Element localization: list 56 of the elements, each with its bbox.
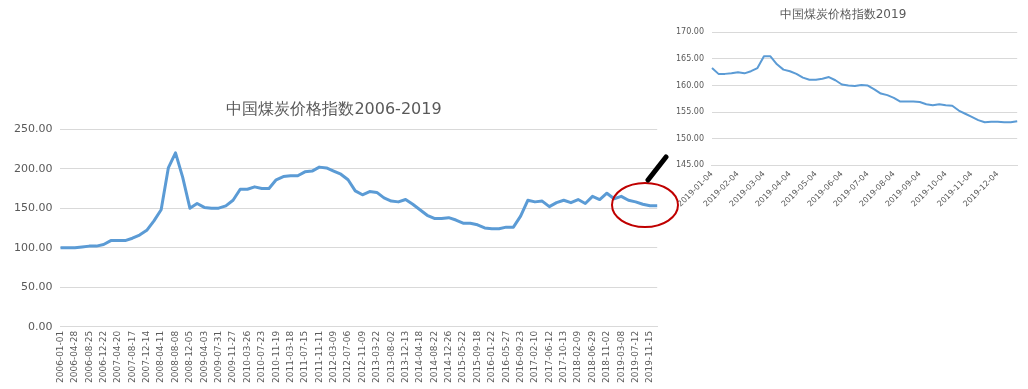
x-tick-label: 2014-12-26: [443, 330, 454, 384]
x-tick-label: 2010-07-23: [256, 330, 267, 384]
x-tick-label: 2013-12-13: [399, 330, 410, 384]
x-tick-label: 2009-04-03: [198, 330, 209, 384]
x-tick-label: 2017-02-10: [529, 330, 540, 384]
x-tick-label: 2008-04-11: [155, 330, 166, 384]
x-tick-label: 2007-04-20: [112, 330, 123, 384]
x-tick-label: 2017-10-13: [558, 330, 569, 384]
x-tick-label: 2011-11-11: [313, 330, 324, 384]
x-tick-label: 2019-07-12: [629, 330, 640, 384]
x-tick-label: 2019-03-08: [615, 330, 626, 384]
x-tick-label: 2011-07-15: [299, 330, 310, 384]
x-tick-label: 2006-12-22: [97, 330, 108, 384]
x-tick-label: 2013-03-22: [371, 330, 382, 384]
x-tick-label: 2009-07-31: [213, 330, 223, 384]
x-tick-label: 2007-12-14: [141, 330, 152, 384]
x-tick-label: 2013-08-02: [385, 330, 396, 384]
x-tick-label: 2014-08-22: [428, 330, 439, 384]
y-tick-label: 160.00: [675, 80, 704, 90]
y-tick-label: 250.00: [13, 122, 53, 136]
x-tick-label: 2006-04-28: [69, 330, 80, 384]
y-tick-label: 155.00: [675, 107, 704, 117]
x-tick-label: 2015-09-18: [471, 330, 482, 384]
y-tick-label: 145.00: [675, 160, 704, 170]
x-tick-label: 2010-11-19: [270, 330, 281, 384]
x-tick-label: 2018-11-02: [601, 330, 612, 384]
y-tick-label: 50.00: [20, 280, 53, 294]
x-tick-label: 2008-12-05: [184, 330, 195, 384]
y-tick-label: 0.00: [27, 319, 53, 333]
x-tick-label: 2019-11-15: [644, 330, 655, 384]
x-tick-label: 2008-08-08: [169, 330, 180, 384]
x-tick-label: 2012-11-09: [356, 330, 367, 384]
chart-title: 中国煤炭价格指数2006-2019: [226, 98, 442, 118]
x-tick-label: 2009-11-27: [227, 330, 238, 384]
x-tick-label: 2010-03-26: [241, 330, 252, 384]
chart-title: 中国煤炭价格指数2019: [779, 7, 907, 22]
x-tick-label: 2016-01-22: [486, 330, 497, 384]
x-tick-label: 2007-08-17: [126, 330, 137, 384]
x-tick-label: 2012-07-06: [342, 330, 353, 384]
x-tick-label: 2018-06-29: [586, 330, 597, 384]
x-tick-label: 2006-01-01: [54, 330, 65, 384]
x-tick-label: 2017-06-12: [543, 330, 554, 384]
y-tick-label: 200.00: [13, 161, 53, 175]
y-tick-label: 170.00: [675, 27, 704, 37]
x-tick-label: 2006-08-25: [83, 330, 94, 384]
x-tick-label: 2016-05-27: [500, 330, 511, 384]
y-tick-label: 100.00: [13, 240, 53, 254]
x-tick-label: 2014-04-18: [414, 330, 425, 384]
y-tick-label: 165.00: [675, 54, 704, 64]
x-tick-label: 2015-05-22: [457, 330, 468, 384]
y-tick-label: 150.00: [13, 201, 53, 215]
y-tick-label: 150.00: [675, 133, 704, 143]
x-tick-label: 2011-03-18: [284, 330, 295, 384]
x-tick-label: 2018-02-09: [572, 330, 583, 384]
x-tick-label: 2012-03-09: [328, 330, 339, 384]
x-tick-label: 2016-09-23: [514, 330, 525, 384]
